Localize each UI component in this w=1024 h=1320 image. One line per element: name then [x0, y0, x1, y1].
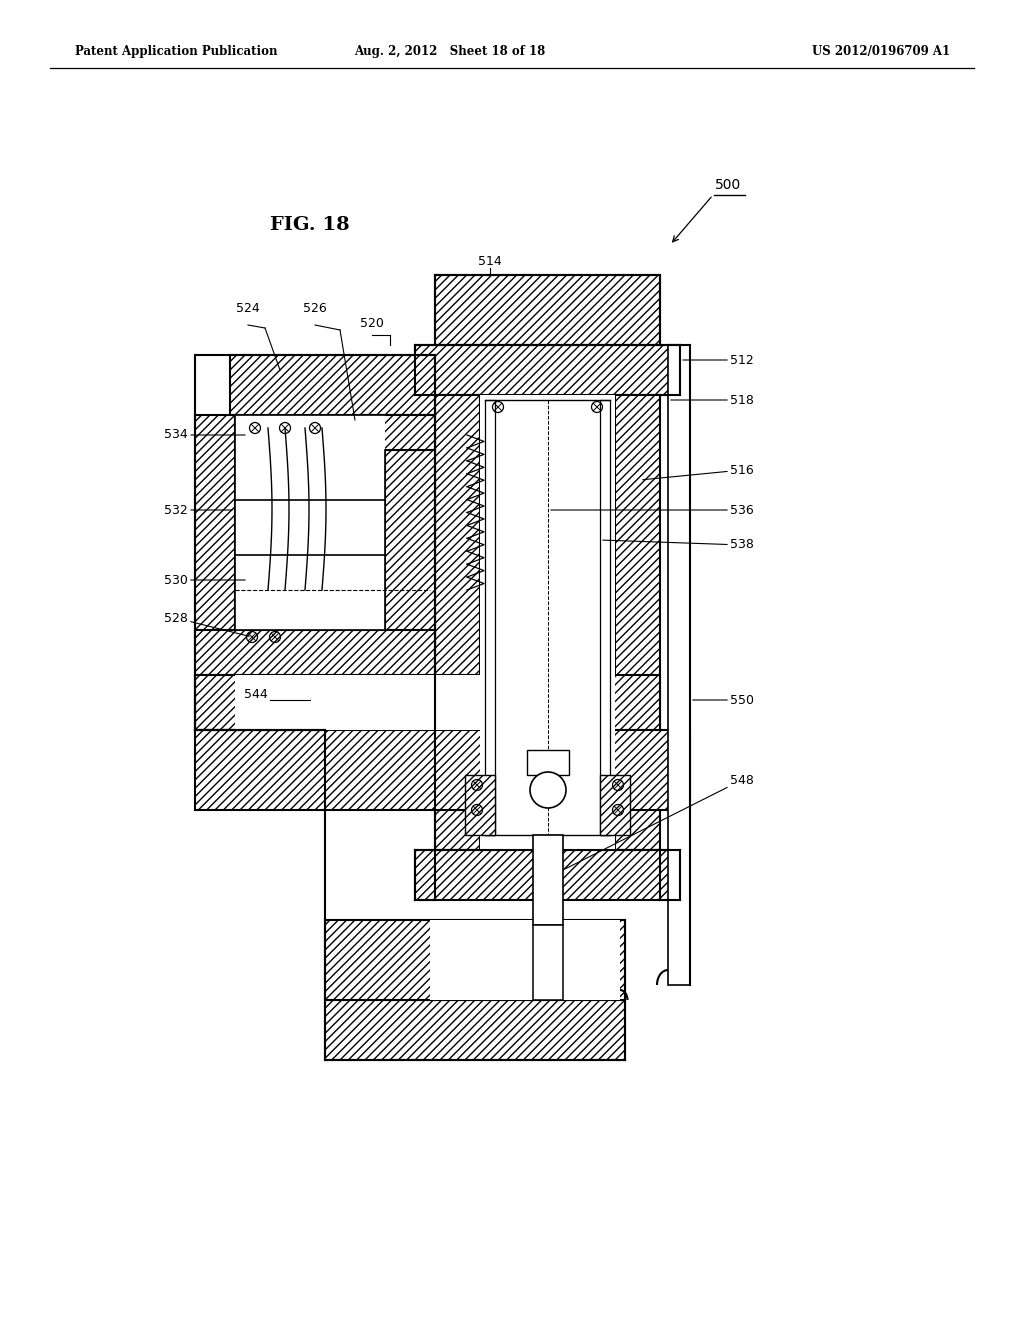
Bar — [534, 925, 563, 1001]
Bar — [435, 395, 480, 850]
Bar — [600, 775, 630, 836]
Text: 516: 516 — [643, 463, 754, 479]
Text: 524: 524 — [237, 302, 260, 315]
Bar — [480, 395, 615, 850]
Bar — [435, 275, 660, 345]
Bar — [360, 414, 435, 450]
Bar — [465, 775, 495, 836]
Text: 536: 536 — [551, 503, 754, 516]
Bar — [534, 836, 563, 925]
Bar — [430, 920, 620, 1001]
Text: 528: 528 — [164, 611, 249, 636]
Bar — [668, 345, 690, 985]
Text: 548: 548 — [565, 774, 754, 869]
Text: 550: 550 — [693, 693, 754, 706]
Text: 532: 532 — [164, 503, 232, 516]
Text: FIG. 18: FIG. 18 — [270, 216, 350, 234]
Text: 512: 512 — [683, 354, 754, 367]
Bar — [385, 450, 435, 649]
Bar — [527, 750, 569, 775]
Circle shape — [530, 772, 566, 808]
Text: 544: 544 — [245, 689, 268, 701]
Bar — [195, 414, 234, 649]
Bar — [234, 500, 385, 554]
Bar — [415, 850, 680, 900]
Text: 534: 534 — [164, 429, 245, 441]
Bar — [195, 675, 660, 730]
Bar — [415, 345, 680, 395]
Text: Aug. 2, 2012   Sheet 18 of 18: Aug. 2, 2012 Sheet 18 of 18 — [354, 45, 546, 58]
Text: US 2012/0196709 A1: US 2012/0196709 A1 — [812, 45, 950, 58]
Text: Patent Application Publication: Patent Application Publication — [75, 45, 278, 58]
Bar — [430, 920, 620, 1001]
Bar — [230, 355, 435, 414]
Bar — [325, 920, 625, 1001]
Text: 538: 538 — [603, 539, 754, 552]
Text: 520: 520 — [360, 317, 384, 330]
Text: 530: 530 — [164, 573, 245, 586]
Bar — [615, 395, 660, 850]
Text: 526: 526 — [303, 302, 327, 315]
Bar — [325, 1001, 625, 1060]
Bar — [234, 414, 385, 630]
Bar — [234, 675, 430, 730]
Text: 500: 500 — [715, 178, 741, 191]
Bar — [485, 400, 495, 836]
Bar — [430, 675, 480, 730]
Bar — [195, 630, 435, 675]
Text: 518: 518 — [671, 393, 754, 407]
Bar — [600, 400, 610, 836]
Bar — [195, 730, 690, 810]
Text: 514: 514 — [478, 255, 502, 268]
